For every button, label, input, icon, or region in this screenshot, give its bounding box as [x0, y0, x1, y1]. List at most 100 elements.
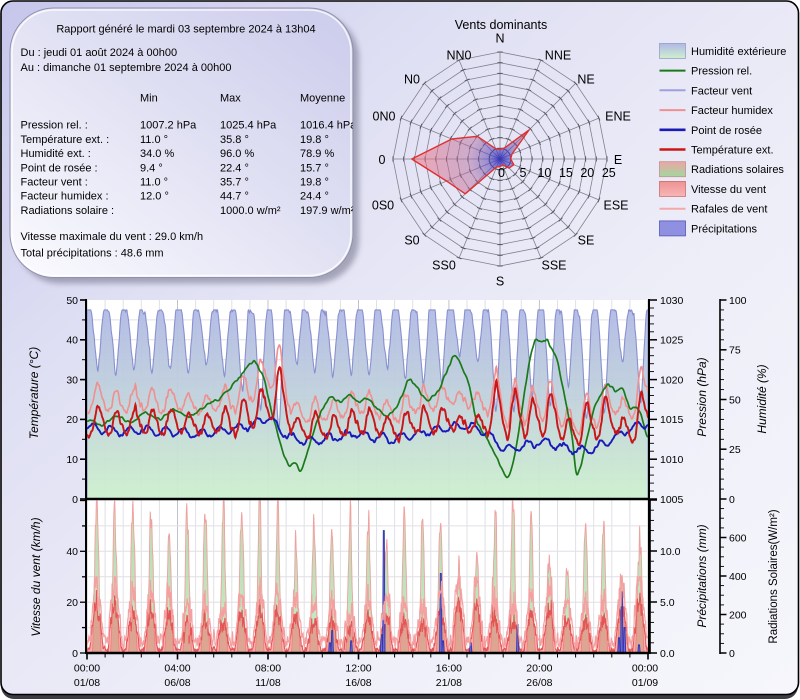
svg-text:78.9 %: 78.9 %: [300, 148, 334, 160]
svg-text:N: N: [495, 31, 504, 45]
svg-text:1016.4 hPa: 1016.4 hPa: [300, 120, 357, 132]
svg-text:Humidité ext. :: Humidité ext. :: [21, 148, 91, 160]
svg-text:40: 40: [66, 335, 78, 347]
svg-text:NE: NE: [577, 72, 594, 86]
svg-text:04:00: 04:00: [164, 662, 190, 674]
svg-text:50: 50: [729, 394, 741, 406]
svg-text:12:00: 12:00: [345, 662, 371, 674]
svg-text:5.0: 5.0: [660, 597, 675, 609]
svg-text:Radiations solaires: Radiations solaires: [691, 164, 784, 176]
svg-text:Radiations solaire :: Radiations solaire :: [21, 205, 115, 217]
svg-text:200: 200: [729, 609, 747, 621]
svg-text:ENE: ENE: [605, 109, 631, 123]
svg-text:0.0: 0.0: [660, 648, 675, 660]
svg-text:1015: 1015: [660, 414, 684, 426]
svg-text:Point de rosée: Point de rosée: [691, 125, 762, 137]
svg-text:Du : jeudi 01 août 2024 à 00h0: Du : jeudi 01 août 2024 à 00h00: [21, 47, 178, 59]
svg-text:0: 0: [498, 166, 505, 180]
svg-text:N0: N0: [404, 72, 420, 86]
svg-text:0N0: 0N0: [373, 109, 396, 123]
svg-text:Température (°C): Température (°C): [27, 347, 41, 439]
svg-text:Facteur humidex :: Facteur humidex :: [21, 191, 109, 203]
svg-text:35.8 °: 35.8 °: [220, 134, 249, 146]
svg-text:1005: 1005: [660, 494, 684, 506]
svg-text:12.0 °: 12.0 °: [140, 191, 169, 203]
svg-text:08:00: 08:00: [255, 662, 281, 674]
svg-text:Humidité extérieure: Humidité extérieure: [691, 46, 786, 58]
svg-text:Température ext. :: Température ext. :: [21, 134, 110, 146]
svg-text:20: 20: [66, 597, 78, 609]
svg-text:34.0 %: 34.0 %: [140, 148, 174, 160]
svg-text:SSE: SSE: [541, 258, 566, 272]
svg-text:1030: 1030: [660, 295, 684, 307]
svg-text:Vents dominants: Vents dominants: [455, 18, 547, 32]
svg-text:Total précipitations : 48.6 mm: Total précipitations : 48.6 mm: [21, 248, 164, 260]
svg-text:Précipitations: Précipitations: [691, 223, 758, 235]
svg-text:Radiations Solaires(W/m²): Radiations Solaires(W/m²): [768, 509, 780, 643]
svg-text:19.8 °: 19.8 °: [300, 177, 329, 189]
svg-text:0: 0: [729, 648, 735, 660]
svg-text:Point de rosée :: Point de rosée :: [21, 162, 98, 174]
svg-text:Température ext.: Température ext.: [691, 145, 774, 157]
svg-text:50: 50: [66, 295, 78, 307]
svg-text:10.0: 10.0: [660, 546, 681, 558]
svg-text:Max: Max: [220, 93, 241, 105]
svg-text:S: S: [496, 274, 504, 288]
svg-text:Rafales de vent: Rafales de vent: [691, 204, 767, 216]
svg-text:0: 0: [72, 494, 78, 506]
svg-text:ESE: ESE: [603, 198, 628, 212]
svg-text:96.0 %: 96.0 %: [220, 148, 254, 160]
svg-text:0: 0: [72, 648, 78, 660]
svg-text:24.4 °: 24.4 °: [300, 191, 329, 203]
svg-text:20: 20: [580, 166, 594, 180]
svg-text:25: 25: [729, 444, 741, 456]
svg-text:20:00: 20:00: [526, 662, 552, 674]
svg-text:Précipitations (mm): Précipitations (mm): [695, 524, 709, 627]
svg-text:16:00: 16:00: [436, 662, 462, 674]
svg-text:1010: 1010: [660, 454, 684, 466]
svg-text:SE: SE: [578, 233, 595, 247]
svg-text:1025.4 hPa: 1025.4 hPa: [220, 120, 277, 132]
svg-text:Facteur vent: Facteur vent: [691, 85, 752, 97]
svg-text:15.7 °: 15.7 °: [300, 162, 329, 174]
svg-text:30: 30: [66, 374, 78, 386]
svg-text:0S0: 0S0: [372, 198, 394, 212]
svg-text:01/09: 01/09: [632, 677, 658, 689]
svg-text:16/08: 16/08: [345, 677, 371, 689]
svg-text:Vitesse maximale du vent : 29.: Vitesse maximale du vent : 29.0 km/h: [21, 231, 204, 243]
svg-text:100: 100: [729, 295, 747, 307]
svg-text:Pression rel. :: Pression rel. :: [21, 120, 88, 132]
svg-text:Facteur humidex: Facteur humidex: [691, 105, 773, 117]
svg-text:600: 600: [729, 532, 747, 544]
svg-text:00:00: 00:00: [632, 662, 658, 674]
svg-text:0: 0: [379, 153, 386, 167]
svg-text:Min: Min: [140, 93, 158, 105]
svg-text:11/08: 11/08: [255, 677, 281, 689]
svg-text:E: E: [614, 153, 622, 167]
svg-text:NNE: NNE: [545, 48, 571, 62]
svg-text:10: 10: [537, 166, 551, 180]
svg-text:35.7 °: 35.7 °: [220, 177, 249, 189]
svg-text:197.9 w/m²: 197.9 w/m²: [300, 205, 355, 217]
svg-text:1020: 1020: [660, 374, 684, 386]
svg-text:21/08: 21/08: [436, 677, 462, 689]
svg-text:Au : dimanche 01 septembre 202: Au : dimanche 01 septembre 2024 à 00h00: [21, 62, 232, 74]
svg-text:1000.0 w/m²: 1000.0 w/m²: [220, 205, 281, 217]
svg-text:NN0: NN0: [446, 48, 471, 62]
svg-text:Moyenne: Moyenne: [300, 93, 345, 105]
svg-text:11.0 °: 11.0 °: [140, 134, 168, 146]
svg-text:25: 25: [602, 166, 616, 180]
svg-text:1025: 1025: [660, 335, 684, 347]
svg-text:15: 15: [559, 166, 573, 180]
svg-text:22.4 °: 22.4 °: [220, 162, 249, 174]
svg-text:0: 0: [729, 494, 735, 506]
svg-text:Vitesse du vent (km/h): Vitesse du vent (km/h): [29, 517, 43, 636]
svg-text:00:00: 00:00: [74, 662, 100, 674]
svg-text:S0: S0: [404, 233, 419, 247]
svg-text:01/08: 01/08: [74, 677, 100, 689]
svg-text:40: 40: [66, 546, 78, 558]
svg-text:44.7 °: 44.7 °: [220, 191, 249, 203]
svg-text:10: 10: [66, 454, 78, 466]
svg-text:Pression (hPa): Pression (hPa): [695, 357, 709, 436]
svg-text:5: 5: [520, 166, 527, 180]
